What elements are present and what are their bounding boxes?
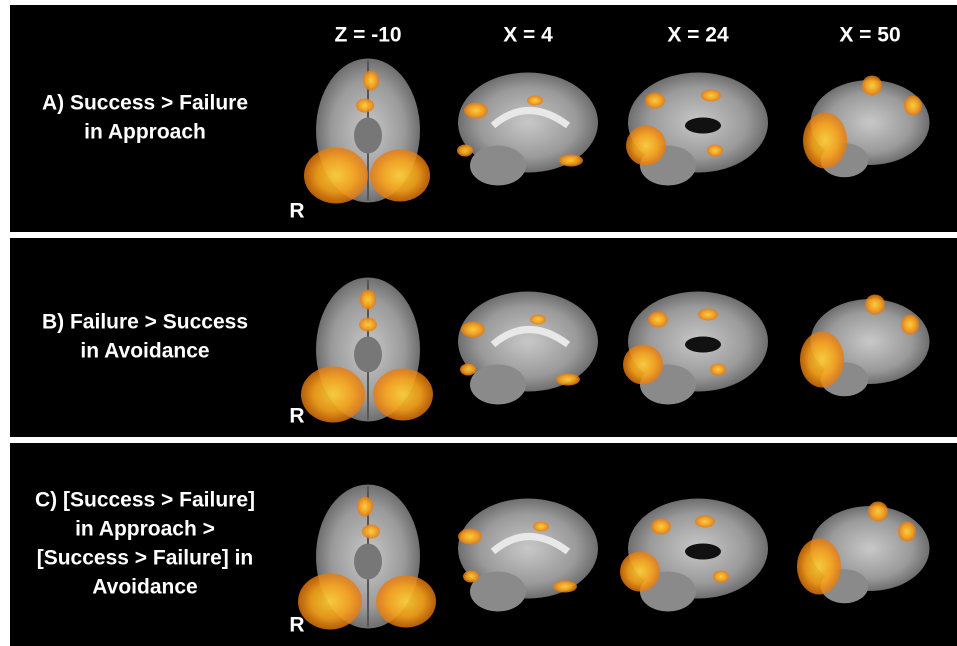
activation <box>363 71 379 91</box>
ventricle <box>685 544 721 560</box>
activation <box>376 576 436 628</box>
activation <box>898 522 916 542</box>
activation <box>461 322 485 338</box>
row-label: Avoidance <box>92 576 197 599</box>
row-label: [Success > Failure] in <box>37 547 254 570</box>
activation <box>698 309 718 321</box>
activation <box>304 148 368 204</box>
column-header: X = 24 <box>667 24 729 47</box>
activation <box>868 502 888 522</box>
activation <box>373 369 433 421</box>
activation <box>356 99 374 113</box>
orientation-label: R <box>289 405 304 428</box>
activation <box>463 571 479 583</box>
activation <box>648 312 668 328</box>
column-header: X = 4 <box>503 24 553 47</box>
column-header: Z = -10 <box>334 24 401 47</box>
activation <box>904 96 922 116</box>
activation <box>623 345 663 385</box>
activation <box>862 76 882 96</box>
figure: Z = -10 X = 4 X = 24 X = 50 A) Success > Fai… <box>0 0 957 646</box>
column-header: X = 50 <box>839 24 900 47</box>
activation <box>359 318 377 332</box>
activation <box>464 103 488 119</box>
activation <box>298 574 362 630</box>
row-label: B) Failure > Success <box>42 311 248 334</box>
row-label: in Avoidance <box>80 340 209 363</box>
activation <box>713 571 729 583</box>
activation <box>651 519 671 535</box>
activation <box>695 516 715 528</box>
activation <box>458 529 482 545</box>
activation <box>710 364 726 376</box>
row-label: in Approach > <box>75 518 215 541</box>
activation <box>556 374 580 386</box>
activation <box>301 367 365 423</box>
row-label: C) [Success > Failure] <box>35 489 255 512</box>
activation <box>457 145 473 157</box>
activation <box>533 522 549 532</box>
activation <box>527 96 543 106</box>
brainstem <box>354 544 382 580</box>
activation <box>362 525 380 539</box>
brainstem <box>354 118 382 154</box>
activation <box>626 126 666 166</box>
activation <box>800 332 844 388</box>
activation <box>701 90 721 102</box>
activation <box>645 93 665 109</box>
brainstem <box>354 337 382 373</box>
cerebellum <box>470 146 526 186</box>
row-label: in Approach <box>84 121 206 144</box>
orientation-label: R <box>289 200 304 223</box>
activation <box>460 364 476 376</box>
activation <box>803 113 847 169</box>
activation <box>530 315 546 325</box>
cerebellum <box>470 365 526 405</box>
ventricle <box>685 337 721 353</box>
activation <box>707 145 723 157</box>
activation <box>357 497 373 517</box>
orientation-label: R <box>289 614 304 637</box>
row-label: A) Success > Failure <box>42 92 248 115</box>
activation <box>370 150 430 202</box>
activation <box>901 315 919 335</box>
activation <box>865 295 885 315</box>
activation <box>559 155 583 167</box>
activation <box>360 290 376 310</box>
ventricle <box>685 118 721 134</box>
activation <box>797 539 841 595</box>
activation <box>553 581 577 593</box>
activation <box>620 552 660 592</box>
